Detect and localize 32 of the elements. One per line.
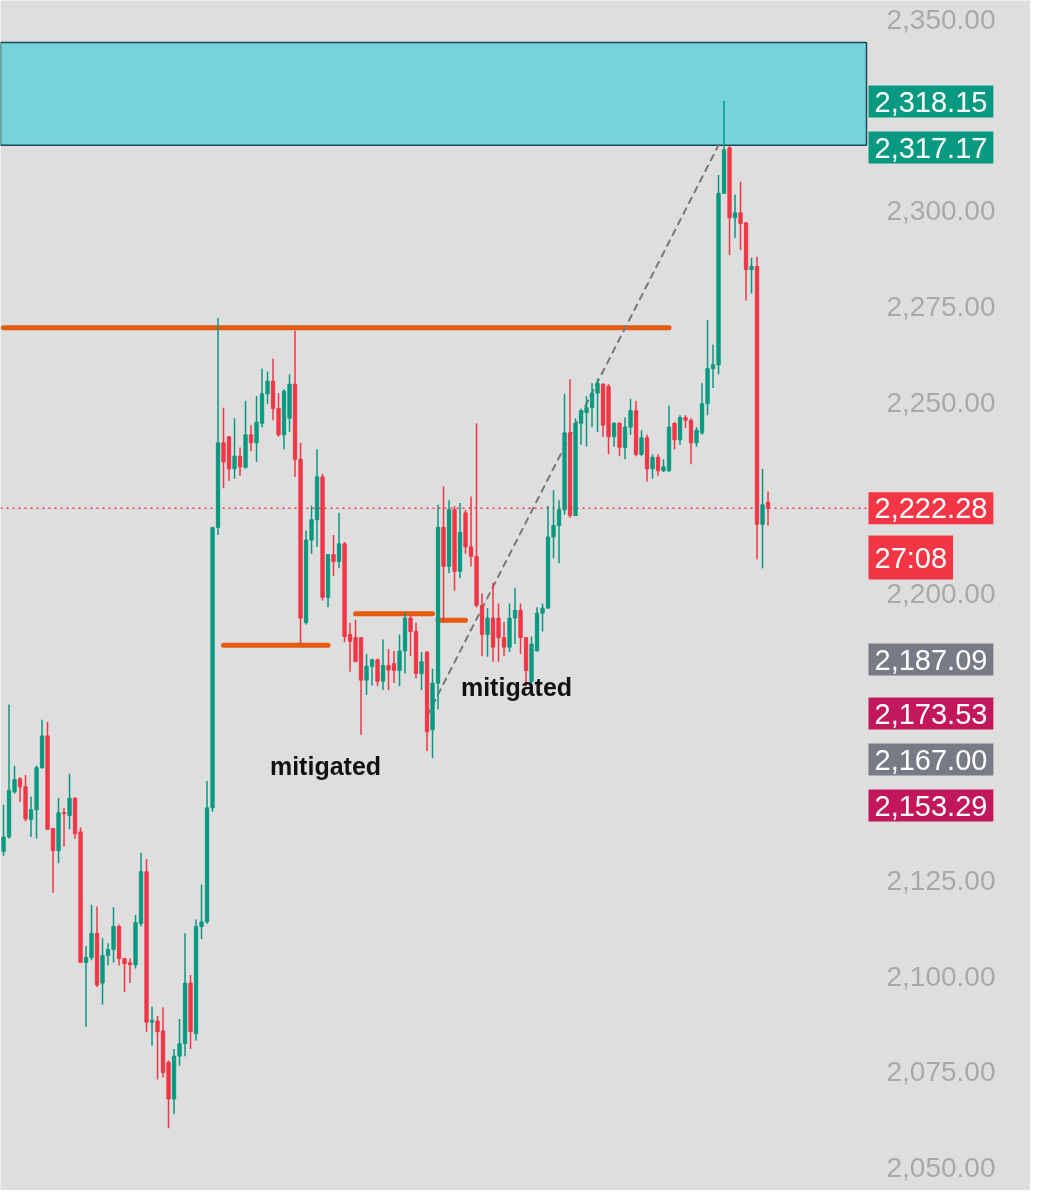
candlestick: [611, 421, 617, 448]
text: 2,167.00: [874, 743, 988, 776]
candlestick: [336, 512, 342, 570]
text: 2,187.09: [874, 643, 988, 676]
candlestick: [749, 256, 754, 295]
candlestick: [232, 417, 237, 480]
text: 2,317.17: [874, 131, 988, 164]
candlestick: [732, 193, 738, 239]
candlestick: [760, 468, 765, 570]
text: 2,153.29: [874, 789, 988, 822]
text: 2,318.15: [874, 85, 988, 118]
candlestick: [380, 638, 386, 691]
candlestick: [248, 424, 254, 452]
candlestick: [149, 1006, 155, 1047]
candlestick: [419, 651, 424, 691]
candlestick: [655, 453, 661, 477]
candlestick: [61, 807, 67, 848]
candlestick: [650, 453, 655, 480]
candlestick: [375, 657, 380, 687]
candlestick: [639, 429, 644, 457]
candlestick: [485, 607, 490, 658]
candlestick: [672, 421, 677, 451]
candlestick: [237, 446, 243, 477]
candlestick: [677, 414, 683, 446]
text: 2,173.53: [874, 697, 988, 730]
annotation: mitigated: [269, 751, 382, 780]
candlestick: [67, 773, 72, 831]
candlestick: [17, 776, 23, 803]
annotation: mitigated: [460, 672, 573, 701]
text: 27:08: [874, 541, 948, 574]
candlestick: [331, 534, 336, 577]
ref-line-label: 2,222.28: [874, 492, 988, 525]
